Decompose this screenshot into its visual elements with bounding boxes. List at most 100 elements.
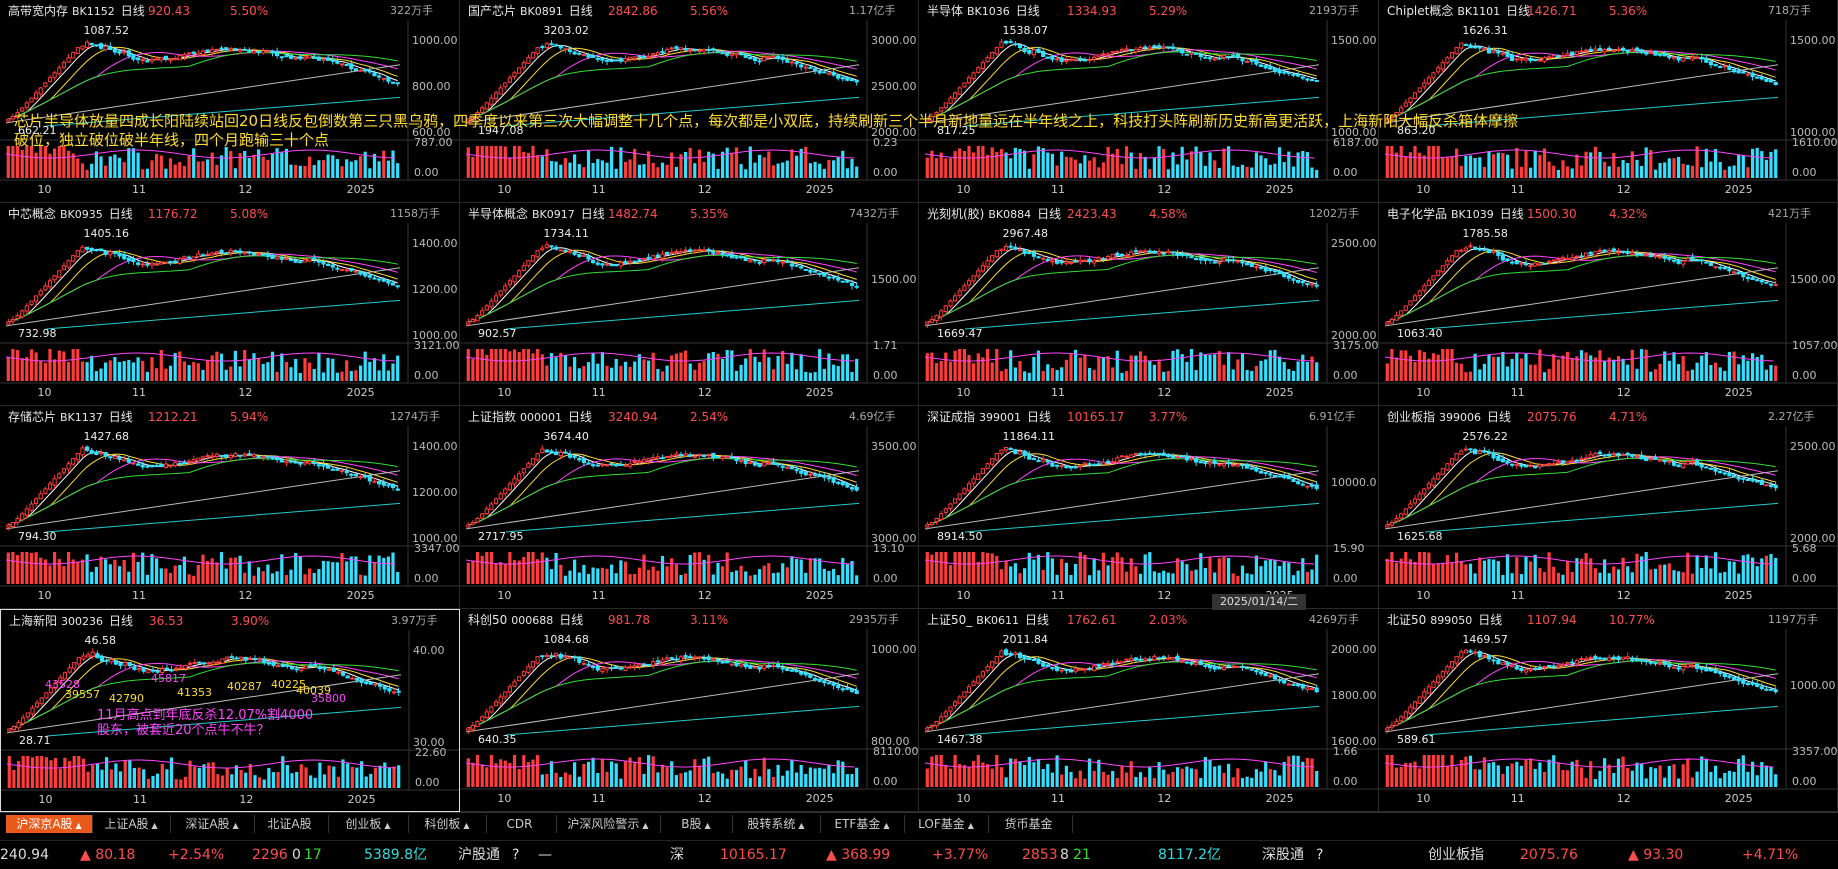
- tab-10[interactable]: ETF基金 ▲: [820, 815, 905, 833]
- candle-body: [601, 669, 604, 672]
- volume-bar: [229, 558, 232, 584]
- candle-body: [1056, 59, 1059, 60]
- candle-body: [1046, 461, 1049, 462]
- time-axis-label: 11: [132, 386, 146, 399]
- volume-bar: [522, 349, 525, 381]
- help-icon[interactable]: ?: [512, 841, 519, 869]
- volume-bar: [661, 371, 664, 381]
- tab-9[interactable]: 股转系统 ▲: [732, 815, 821, 833]
- candle-body: [392, 692, 395, 693]
- time-axis-label: 11: [132, 589, 146, 602]
- candle-body: [1478, 249, 1481, 250]
- candle-body: [1774, 690, 1777, 692]
- chart-panel-1[interactable]: 国产芯片 BK0891 日线 2842.86 5.56% 1.17亿手 3203.02 194…: [460, 0, 919, 203]
- volume-bar: [1259, 361, 1262, 381]
- volume-bar: [944, 765, 947, 787]
- tab-5[interactable]: 科创板 ▲: [408, 815, 487, 833]
- chart-panel-15[interactable]: 北证50 899050 日线 1107.94 10.77% 1197万手 1469.57 58…: [1379, 609, 1838, 812]
- time-axis-label: 2025: [1725, 386, 1753, 399]
- candle-body: [234, 49, 237, 51]
- volume-bar: [823, 569, 826, 584]
- tab-12[interactable]: 货币基金: [988, 815, 1073, 833]
- tab-1[interactable]: 上证A股 ▲: [92, 815, 171, 833]
- kline-chart[interactable]: [460, 406, 919, 609]
- kline-chart[interactable]: [919, 406, 1379, 609]
- chart-panel-5[interactable]: 半导体概念 BK0917 日线 1482.74 5.35% 7432万手 1734.11 90…: [460, 203, 919, 406]
- tab-11[interactable]: LOF基金 ▲: [904, 815, 989, 833]
- kline-chart[interactable]: [1379, 0, 1838, 203]
- candle-body: [1051, 668, 1054, 669]
- volume-bar: [624, 562, 627, 584]
- volume-bar: [582, 764, 585, 787]
- kline-chart[interactable]: [460, 203, 919, 406]
- volume-bar: [87, 772, 90, 788]
- candle-body: [1594, 453, 1597, 456]
- chart-panel-3[interactable]: Chiplet概念 BK1101 日线 1426.71 5.36% 718万手 1626.3…: [1379, 0, 1838, 203]
- volume-bar: [954, 151, 957, 178]
- volume-bar: [596, 364, 599, 381]
- kline-chart[interactable]: [1379, 203, 1838, 406]
- candle-body: [1460, 250, 1463, 251]
- kline-chart[interactable]: [919, 0, 1379, 203]
- chart-panel-0[interactable]: 高带宽内存 BK1152 日线 920.43 5.50% 322万手 1087.52 662.…: [0, 0, 460, 203]
- chart-panel-10[interactable]: 深证成指 399001 日线 10165.17 3.77% 6.91亿手 11864.11 8…: [919, 406, 1379, 609]
- ticker-hgt[interactable]: 沪股通: [458, 841, 500, 869]
- candle-body: [378, 279, 381, 280]
- candle-body: [578, 657, 581, 662]
- tab-0[interactable]: 沪深京A股 ▲: [6, 815, 93, 833]
- chart-panel-11[interactable]: 创业板指 399006 日线 2075.76 4.71% 2.27亿手 2576.22 162…: [1379, 406, 1838, 609]
- chart-panel-9[interactable]: 上证指数 000001 日线 3240.94 2.54% 4.69亿手 3674.40 271…: [460, 406, 919, 609]
- chart-panel-12[interactable]: 上海新阳 300236 日线 36.53 3.90% 3.97万手 46.58 28.71 40…: [0, 609, 460, 812]
- candle-body: [137, 58, 140, 60]
- chart-panel-6[interactable]: 光刻机(胶) BK0884 日线 2423.43 4.58% 1202万手 2967.48 1…: [919, 203, 1379, 406]
- chart-panel-8[interactable]: 存储芯片 BK1137 日线 1212.21 5.94% 1274万手 1427.68 794…: [0, 406, 460, 609]
- volume-bar: [476, 349, 479, 381]
- volume-bar: [1506, 367, 1509, 382]
- kline-chart[interactable]: [0, 406, 460, 609]
- kline-chart[interactable]: [0, 0, 460, 203]
- candle-body: [1236, 55, 1239, 58]
- candle-body: [735, 257, 738, 258]
- tab-7[interactable]: 沪深风险警示 ▲: [556, 815, 661, 833]
- candle-body: [1552, 55, 1555, 57]
- volume-bar: [184, 777, 187, 788]
- panel-volume: 322万手: [390, 2, 433, 20]
- chart-panel-4[interactable]: 中芯概念 BK0935 日线 1176.72 5.08% 1158万手 1405.16 732…: [0, 203, 460, 406]
- ticker-sgt[interactable]: 深股通: [1262, 841, 1304, 869]
- candle-body: [1093, 465, 1096, 466]
- kline-chart[interactable]: [919, 609, 1379, 812]
- tab-4[interactable]: 创业板 ▲: [328, 815, 409, 833]
- caret-up-icon: ▲: [233, 821, 239, 830]
- chart-panel-13[interactable]: 科创50 000688 日线 981.78 3.11% 2935万手 1084.68 640.…: [460, 609, 919, 812]
- kline-chart[interactable]: [460, 609, 919, 812]
- candle-body: [188, 461, 191, 462]
- candle-body: [124, 663, 127, 666]
- candle-body: [1760, 281, 1763, 282]
- candle-body: [1474, 652, 1477, 653]
- candle-body: [95, 452, 98, 454]
- tab-3[interactable]: 北证A股: [254, 815, 329, 833]
- tab-2[interactable]: 深证A股 ▲: [170, 815, 255, 833]
- chart-panel-7[interactable]: 电子化学品 BK1039 日线 1500.30 4.32% 421万手 1785.58 106…: [1379, 203, 1838, 406]
- chart-panel-2[interactable]: 半导体 BK1036 日线 1334.93 5.29% 2193万手 1538.07 817.…: [919, 0, 1379, 203]
- kline-chart[interactable]: [460, 0, 919, 203]
- help-icon[interactable]: ?: [1316, 841, 1323, 869]
- volume-bar: [837, 366, 840, 381]
- volume-bar: [1269, 560, 1272, 584]
- volume-bar: [721, 359, 724, 381]
- chart-panel-14[interactable]: 上证50_ BK0611 日线 1762.61 2.03% 4269万手 2011.84 14…: [919, 609, 1379, 812]
- kline-chart[interactable]: [1379, 406, 1838, 609]
- candle-body: [1153, 657, 1156, 660]
- kline-chart[interactable]: [1379, 609, 1838, 812]
- kline-chart[interactable]: [0, 203, 460, 406]
- tab-8[interactable]: B股 ▲: [660, 815, 733, 833]
- candle-body: [1176, 457, 1179, 458]
- tab-6[interactable]: CDR: [486, 815, 557, 833]
- candle-body: [1640, 455, 1643, 459]
- candle-body: [666, 658, 669, 659]
- volume-bar: [1446, 766, 1449, 787]
- volume-axis-label: 0.00: [873, 775, 898, 788]
- kline-chart[interactable]: [919, 203, 1379, 406]
- price-axis-label: 2000.00: [1331, 643, 1377, 656]
- candle-body: [633, 261, 636, 262]
